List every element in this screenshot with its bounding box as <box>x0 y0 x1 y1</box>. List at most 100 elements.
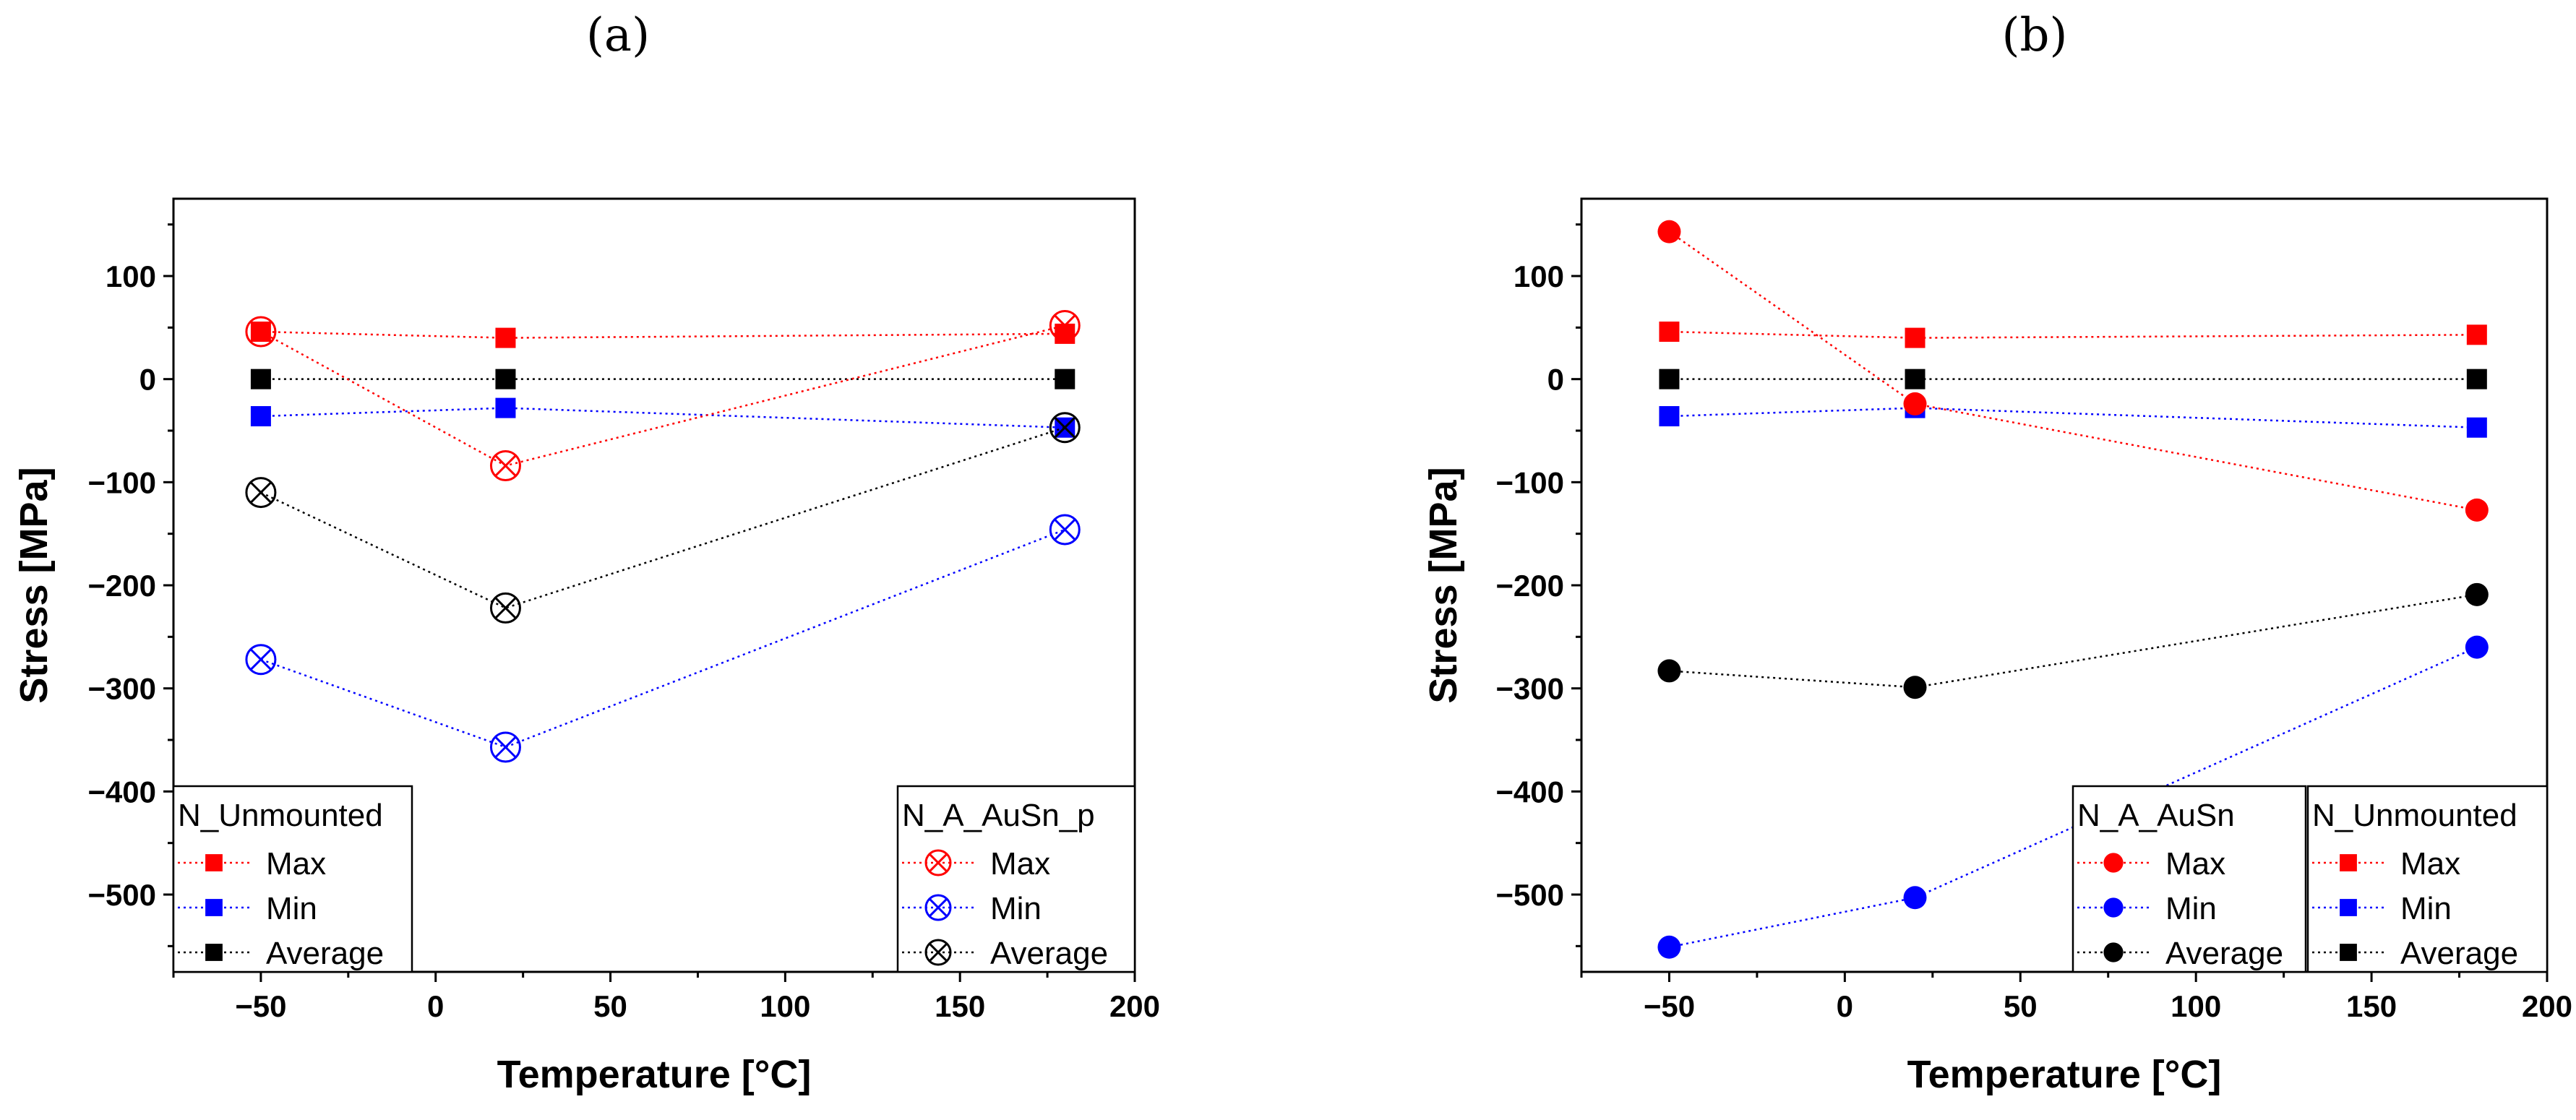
legend-n-a-ausn: N_A_AuSn Max Min Average <box>2071 785 2307 973</box>
data-point <box>2465 498 2489 522</box>
data-point <box>1657 659 1681 683</box>
data-point <box>1659 369 1680 389</box>
legend-label: Max <box>2400 846 2460 882</box>
data-point <box>2465 582 2489 606</box>
y-tick-label: −500 <box>87 878 156 912</box>
x-tick-label: −50 <box>1644 989 1695 1023</box>
x-axis-title: Temperature [°C] <box>497 1053 812 1096</box>
legend-marker <box>205 899 223 916</box>
x-tick-label: 0 <box>427 989 444 1023</box>
y-tick-label: −400 <box>1495 775 1564 809</box>
y-tick-label: −200 <box>1495 569 1564 603</box>
y-tick-label: 0 <box>1547 363 1564 397</box>
series-n-a-ausn-min <box>1657 635 2489 959</box>
legend-label: Average <box>266 936 384 971</box>
x-tick-label: 100 <box>760 989 810 1023</box>
legend-label: Max <box>2165 846 2225 882</box>
legend-n-a-ausn-p: N_A_AuSn_p Max Min Average <box>896 785 1136 973</box>
legend-marker <box>2103 853 2124 873</box>
data-point <box>1905 369 1925 389</box>
y-tick-label: −500 <box>1495 878 1564 912</box>
legend-box <box>172 785 413 973</box>
series-n-unmounted-min <box>250 397 1076 438</box>
data-point <box>495 397 516 418</box>
x-tick-label: 150 <box>935 989 985 1023</box>
series-line <box>260 528 1065 749</box>
data-point <box>1049 514 1081 546</box>
series-n-unmounted-max <box>1659 322 2487 348</box>
y-tick-label: 0 <box>139 363 156 397</box>
legend-label: Min <box>990 891 1042 926</box>
data-point <box>1903 676 1927 699</box>
data-point <box>2466 369 2487 389</box>
legend-marker <box>2340 899 2357 916</box>
panel-label: (a) <box>586 9 650 62</box>
y-tick-label: −300 <box>87 672 156 706</box>
series-n-a-ausn-average <box>1657 582 2489 699</box>
x-tick-label: 0 <box>1837 989 1853 1023</box>
legend-title: N_A_AuSn_p <box>902 798 1095 833</box>
series-line <box>1668 231 2478 512</box>
legend-marker <box>2103 897 2124 918</box>
series-n-unmounted-average <box>1659 369 2487 389</box>
series-n-a-ausn-p-min <box>245 514 1081 763</box>
series-line <box>1669 407 2477 428</box>
data-point <box>1903 392 1927 415</box>
y-tick-label: −200 <box>87 569 156 603</box>
data-point <box>1049 309 1081 341</box>
data-point <box>1903 886 1927 910</box>
y-tick-label: −100 <box>1495 465 1564 499</box>
x-tick-label: 50 <box>593 989 627 1023</box>
x-tick-label: 100 <box>2171 989 2221 1023</box>
legend-marker <box>924 894 952 921</box>
legend-marker <box>2340 854 2357 871</box>
legend-title: N_Unmounted <box>2312 798 2517 833</box>
series-n-unmounted-min <box>1659 397 2487 438</box>
data-point <box>2466 324 2487 345</box>
data-point <box>489 731 521 763</box>
legend-marker <box>2103 942 2124 962</box>
series-line <box>260 324 1065 467</box>
y-axis-title: Stress [MPa] <box>12 467 56 703</box>
data-point <box>1659 406 1680 427</box>
y-tick-label: 100 <box>1514 259 1564 293</box>
legend-label: Min <box>2400 891 2452 926</box>
legend-box <box>2071 785 2307 973</box>
x-tick-label: 200 <box>1109 989 1160 1023</box>
data-point <box>489 450 521 482</box>
series-line <box>260 330 1065 339</box>
x-tick-label: −50 <box>235 989 286 1023</box>
data-point <box>1055 369 1076 389</box>
legend-title: N_A_AuSn <box>2077 798 2235 833</box>
legend-title: N_Unmounted <box>178 798 383 833</box>
series-n-unmounted-max <box>250 322 1076 348</box>
x-axis-title: Temperature [°C] <box>1907 1053 2222 1096</box>
data-point <box>250 406 271 427</box>
y-tick-label: −400 <box>87 775 156 809</box>
series-line <box>260 407 1065 428</box>
data-point <box>2465 635 2489 659</box>
x-tick-label: 200 <box>2522 989 2572 1023</box>
series-line <box>260 426 1065 609</box>
data-point <box>1905 327 1925 348</box>
legend-marker <box>2340 944 2357 961</box>
data-point <box>1657 935 1681 959</box>
data-point <box>489 592 521 624</box>
x-tick-label: 150 <box>2346 989 2397 1023</box>
legend-label: Average <box>2165 936 2283 971</box>
legend-marker <box>205 944 223 961</box>
series-line <box>1669 330 2477 339</box>
data-point <box>250 369 271 389</box>
data-point <box>1659 322 1680 343</box>
series-line <box>1669 593 2478 689</box>
data-point <box>1049 412 1081 444</box>
data-point <box>245 477 277 509</box>
data-point <box>495 327 516 348</box>
legend-label: Average <box>990 936 1108 971</box>
data-point <box>245 644 277 676</box>
legend-marker <box>205 854 223 871</box>
data-point <box>1657 220 1681 244</box>
legend-label: Max <box>266 846 326 882</box>
